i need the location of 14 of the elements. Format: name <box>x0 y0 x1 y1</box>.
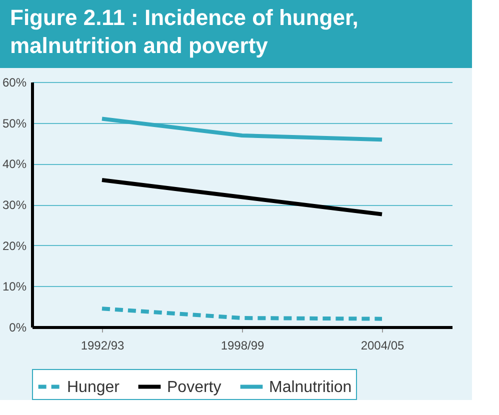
y-tick-label: 10% <box>2 280 27 294</box>
x-tick-label: 1998/99 <box>220 338 265 352</box>
y-tick-label: 60% <box>2 76 27 90</box>
y-tick-label: 30% <box>2 198 27 212</box>
y-tick-label: 40% <box>2 157 27 172</box>
legend-label: Poverty <box>167 378 222 396</box>
y-tick-label: 20% <box>2 238 27 253</box>
legend-label: Hunger <box>67 378 120 396</box>
x-tick-label: 2004/05 <box>360 338 405 352</box>
legend-label: Malnutrition <box>269 378 352 396</box>
x-tick-label: 1992/93 <box>80 338 125 352</box>
y-tick-label: 0% <box>9 320 27 334</box>
chart-title: Figure 2.11 : Incidence of hunger, malnutrition and poverty <box>10 5 358 58</box>
y-tick-label: 50% <box>2 116 27 130</box>
